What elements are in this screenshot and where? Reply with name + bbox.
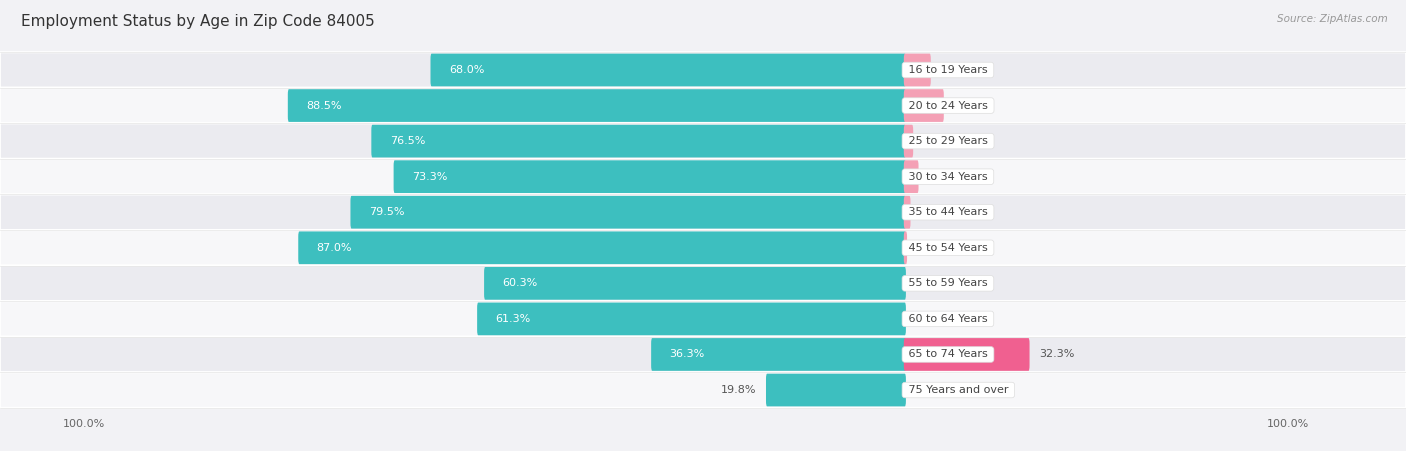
Text: 76.5%: 76.5%: [389, 136, 425, 146]
Text: 1.2%: 1.2%: [920, 207, 948, 217]
Text: 0.0%: 0.0%: [915, 385, 943, 395]
Text: 55 to 59 Years: 55 to 59 Years: [905, 278, 991, 288]
FancyBboxPatch shape: [766, 374, 905, 406]
Text: 9.9%: 9.9%: [953, 101, 981, 110]
FancyBboxPatch shape: [298, 231, 905, 264]
Text: 45 to 54 Years: 45 to 54 Years: [905, 243, 991, 253]
FancyBboxPatch shape: [0, 194, 1406, 230]
Text: 32.3%: 32.3%: [1039, 350, 1074, 359]
FancyBboxPatch shape: [904, 231, 907, 264]
FancyBboxPatch shape: [477, 303, 905, 335]
Text: Employment Status by Age in Zip Code 84005: Employment Status by Age in Zip Code 840…: [21, 14, 375, 28]
FancyBboxPatch shape: [0, 266, 1406, 301]
Text: 30 to 34 Years: 30 to 34 Years: [905, 172, 991, 182]
FancyBboxPatch shape: [0, 230, 1406, 266]
FancyBboxPatch shape: [0, 372, 1406, 408]
FancyBboxPatch shape: [0, 88, 1406, 123]
FancyBboxPatch shape: [904, 338, 1029, 371]
FancyBboxPatch shape: [651, 338, 905, 371]
Text: 79.5%: 79.5%: [368, 207, 405, 217]
Text: 19.8%: 19.8%: [721, 385, 756, 395]
FancyBboxPatch shape: [371, 125, 905, 157]
Text: 0.0%: 0.0%: [915, 278, 943, 288]
Text: 0.0%: 0.0%: [915, 314, 943, 324]
Text: 35 to 44 Years: 35 to 44 Years: [905, 207, 991, 217]
FancyBboxPatch shape: [394, 160, 905, 193]
FancyBboxPatch shape: [430, 54, 905, 86]
Text: 60 to 64 Years: 60 to 64 Years: [905, 314, 991, 324]
FancyBboxPatch shape: [904, 125, 912, 157]
FancyBboxPatch shape: [288, 89, 905, 122]
FancyBboxPatch shape: [350, 196, 905, 229]
FancyBboxPatch shape: [0, 301, 1406, 337]
Text: 16 to 19 Years: 16 to 19 Years: [905, 65, 991, 75]
FancyBboxPatch shape: [0, 159, 1406, 194]
Text: 6.5%: 6.5%: [941, 65, 969, 75]
Text: 25 to 29 Years: 25 to 29 Years: [905, 136, 991, 146]
Text: 68.0%: 68.0%: [449, 65, 484, 75]
Text: 1.9%: 1.9%: [922, 136, 950, 146]
Text: Source: ZipAtlas.com: Source: ZipAtlas.com: [1277, 14, 1388, 23]
Text: 88.5%: 88.5%: [307, 101, 342, 110]
Text: 20 to 24 Years: 20 to 24 Years: [905, 101, 991, 110]
Text: 0.3%: 0.3%: [917, 243, 945, 253]
FancyBboxPatch shape: [0, 123, 1406, 159]
Text: 3.3%: 3.3%: [928, 172, 956, 182]
FancyBboxPatch shape: [0, 52, 1406, 88]
FancyBboxPatch shape: [904, 160, 918, 193]
Text: 61.3%: 61.3%: [495, 314, 531, 324]
FancyBboxPatch shape: [904, 89, 943, 122]
Text: 36.3%: 36.3%: [669, 350, 704, 359]
FancyBboxPatch shape: [904, 196, 911, 229]
FancyBboxPatch shape: [904, 54, 931, 86]
Text: 73.3%: 73.3%: [412, 172, 447, 182]
Text: 65 to 74 Years: 65 to 74 Years: [905, 350, 991, 359]
FancyBboxPatch shape: [484, 267, 905, 300]
FancyBboxPatch shape: [0, 337, 1406, 372]
Text: 75 Years and over: 75 Years and over: [905, 385, 1012, 395]
Text: 60.3%: 60.3%: [502, 278, 537, 288]
Text: 87.0%: 87.0%: [316, 243, 352, 253]
